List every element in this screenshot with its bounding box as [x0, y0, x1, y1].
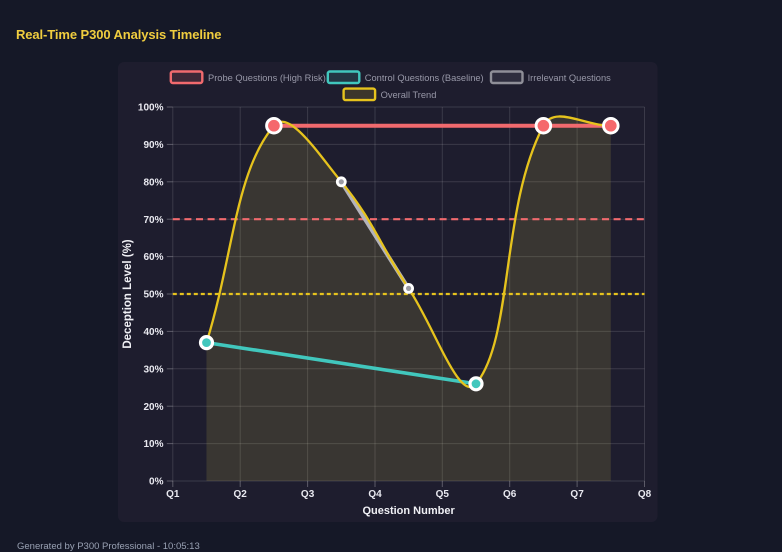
svg-text:40%: 40%: [143, 327, 163, 338]
svg-text:70%: 70%: [143, 215, 163, 226]
svg-text:90%: 90%: [143, 140, 163, 151]
svg-text:Q3: Q3: [301, 489, 315, 500]
svg-text:Q7: Q7: [570, 489, 584, 500]
svg-text:20%: 20%: [143, 402, 163, 413]
svg-text:Q6: Q6: [503, 489, 517, 500]
svg-text:Irrelevant Questions: Irrelevant Questions: [528, 73, 612, 83]
svg-text:80%: 80%: [143, 177, 163, 188]
svg-text:Question Number: Question Number: [362, 505, 455, 517]
svg-text:Control Questions (Baseline): Control Questions (Baseline): [365, 73, 484, 83]
svg-text:0%: 0%: [149, 477, 164, 488]
svg-text:Q4: Q4: [368, 489, 382, 500]
svg-text:30%: 30%: [143, 364, 163, 375]
svg-text:Deception Level (%): Deception Level (%): [122, 239, 134, 348]
svg-text:10%: 10%: [143, 439, 163, 450]
svg-text:Q5: Q5: [436, 489, 450, 500]
svg-text:Probe Questions (High Risk): Probe Questions (High Risk): [208, 73, 326, 83]
svg-text:60%: 60%: [143, 252, 163, 263]
svg-text:Q2: Q2: [234, 489, 248, 500]
svg-text:100%: 100%: [138, 103, 164, 114]
svg-text:Q8: Q8: [638, 489, 652, 500]
svg-text:Overall Trend: Overall Trend: [381, 90, 437, 100]
svg-text:Q1: Q1: [166, 489, 180, 500]
svg-text:50%: 50%: [143, 290, 163, 301]
